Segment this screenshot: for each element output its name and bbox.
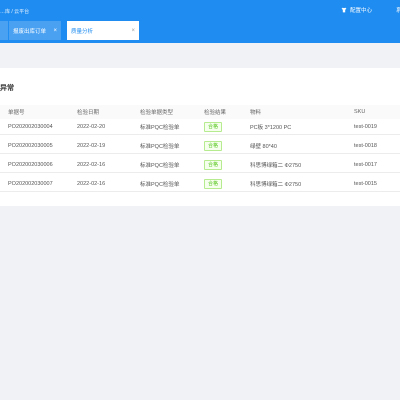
- tab-quality-analysis[interactable]: 质量分析 ×: [67, 21, 139, 40]
- tab-label: 报废出库订单: [13, 28, 47, 35]
- close-icon[interactable]: ×: [53, 27, 57, 34]
- config-center-link[interactable]: 配置中心: [341, 6, 372, 14]
- column-header-doc-type: 检验单据类型: [140, 110, 174, 116]
- close-icon[interactable]: ×: [131, 27, 135, 34]
- status-badge: 合格: [204, 179, 223, 189]
- doc-no-cell: PO202002030004: [8, 124, 53, 130]
- material-cell: 科思博绿箱二 Φ2750: [250, 182, 302, 188]
- result-cell: 合格: [204, 177, 223, 191]
- date-cell: 2022-02-16: [77, 162, 106, 168]
- system-menu-link[interactable]: 系: [396, 8, 400, 14]
- table-row[interactable]: PO202002030004 2022-02-20 标准PQC检验单 合格 PC…: [0, 120, 400, 135]
- table-header: 单据号 检验日期 检验单据类型 检验结果 物料 SKU: [0, 105, 400, 119]
- column-header-doc-no: 单据号: [8, 110, 25, 116]
- breadcrumb: …库 / 云平台: [0, 9, 30, 15]
- sku-cell: test-0019: [354, 124, 377, 130]
- status-badge: 合格: [204, 160, 223, 170]
- tab-previous[interactable]: [0, 21, 8, 40]
- result-cell: 合格: [204, 158, 223, 172]
- doc-no-cell: PO202002030005: [8, 143, 53, 149]
- result-cell: 合格: [204, 139, 223, 153]
- material-cell: 科思博绿箱二 Φ2750: [250, 163, 302, 169]
- doc-no-cell: PO202002030007: [8, 181, 53, 187]
- column-header-material: 物料: [250, 110, 262, 116]
- doc-type-cell: 标准PQC检验单: [140, 163, 180, 169]
- result-cell: 合格: [204, 120, 223, 134]
- doc-no-cell: PO202002030006: [8, 162, 53, 168]
- panel-title: 异常: [0, 85, 14, 92]
- tab-scrap-outbound-orders[interactable]: 报废出库订单 ×: [9, 21, 61, 40]
- date-cell: 2022-02-16: [77, 181, 106, 187]
- config-center-label: 配置中心: [350, 8, 373, 14]
- doc-type-cell: 标准PQC检验单: [140, 144, 180, 150]
- material-cell: 绿壁 80*40: [250, 144, 277, 150]
- tab-label: 质量分析: [71, 28, 94, 35]
- sku-cell: test-0017: [354, 162, 377, 168]
- column-header-sku: SKU: [354, 109, 366, 115]
- sku-cell: test-0015: [354, 181, 377, 187]
- table-row[interactable]: PO202002030006 2022-02-16 标准PQC检验单 合格 科思…: [0, 158, 400, 173]
- column-header-inspection-date: 检验日期: [77, 110, 100, 116]
- table-row[interactable]: PO202002030005 2022-02-19 标准PQC检验单 合格 绿壁…: [0, 139, 400, 154]
- doc-type-cell: 标准PQC检验单: [140, 125, 180, 131]
- column-header-result: 检验结果: [204, 110, 227, 116]
- doc-type-cell: 标准PQC检验单: [140, 182, 180, 188]
- status-badge: 合格: [204, 141, 223, 151]
- exception-panel: 异常 单据号 检验日期 检验单据类型 检验结果 物料 SKU PO2020020…: [0, 68, 400, 206]
- material-cell: PC板 3*1200 PC: [250, 125, 292, 131]
- top-header-bar: …库 / 云平台 配置中心 系 报废出库订单 × 质量分析 ×: [0, 0, 400, 43]
- date-cell: 2022-02-19: [77, 143, 106, 149]
- date-cell: 2022-02-20: [77, 124, 106, 130]
- shirt-icon: [341, 7, 347, 13]
- status-badge: 合格: [204, 122, 223, 132]
- table-row[interactable]: PO202002030007 2022-02-16 标准PQC检验单 合格 科思…: [0, 177, 400, 192]
- sku-cell: test-0018: [354, 143, 377, 149]
